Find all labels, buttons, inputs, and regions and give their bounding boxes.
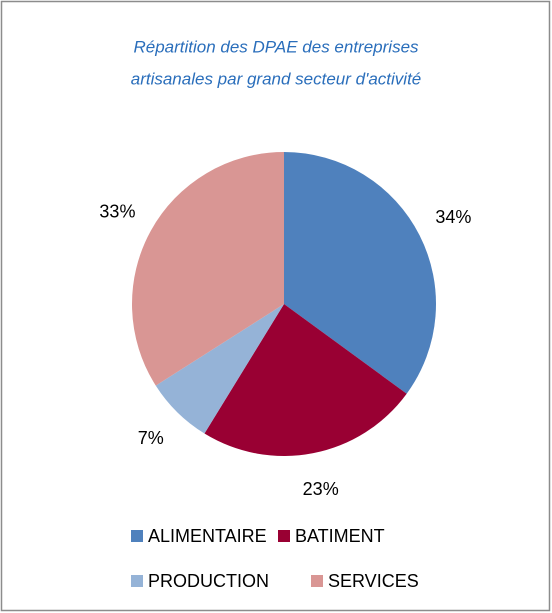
legend-swatch	[311, 575, 323, 587]
data-label: 7%	[138, 428, 164, 448]
data-label: 33%	[99, 201, 135, 221]
legend-label: BATIMENT	[295, 526, 385, 546]
legend-label: ALIMENTAIRE	[148, 526, 267, 546]
chart-title: artisanales par grand secteur d'activité	[131, 69, 422, 88]
pie-slice	[155, 304, 284, 434]
chart-title: Répartition des DPAE des entreprises	[133, 37, 419, 56]
legend-swatch	[131, 575, 143, 587]
legend-swatch	[278, 530, 290, 542]
pie-slice	[284, 152, 436, 394]
data-label: 23%	[303, 479, 339, 499]
data-label: 34%	[435, 207, 471, 227]
pie-slice	[204, 304, 407, 456]
legend-label: SERVICES	[328, 571, 419, 591]
legend-swatch	[131, 530, 143, 542]
legend-label: PRODUCTION	[148, 571, 269, 591]
pie-slice	[131, 152, 284, 386]
